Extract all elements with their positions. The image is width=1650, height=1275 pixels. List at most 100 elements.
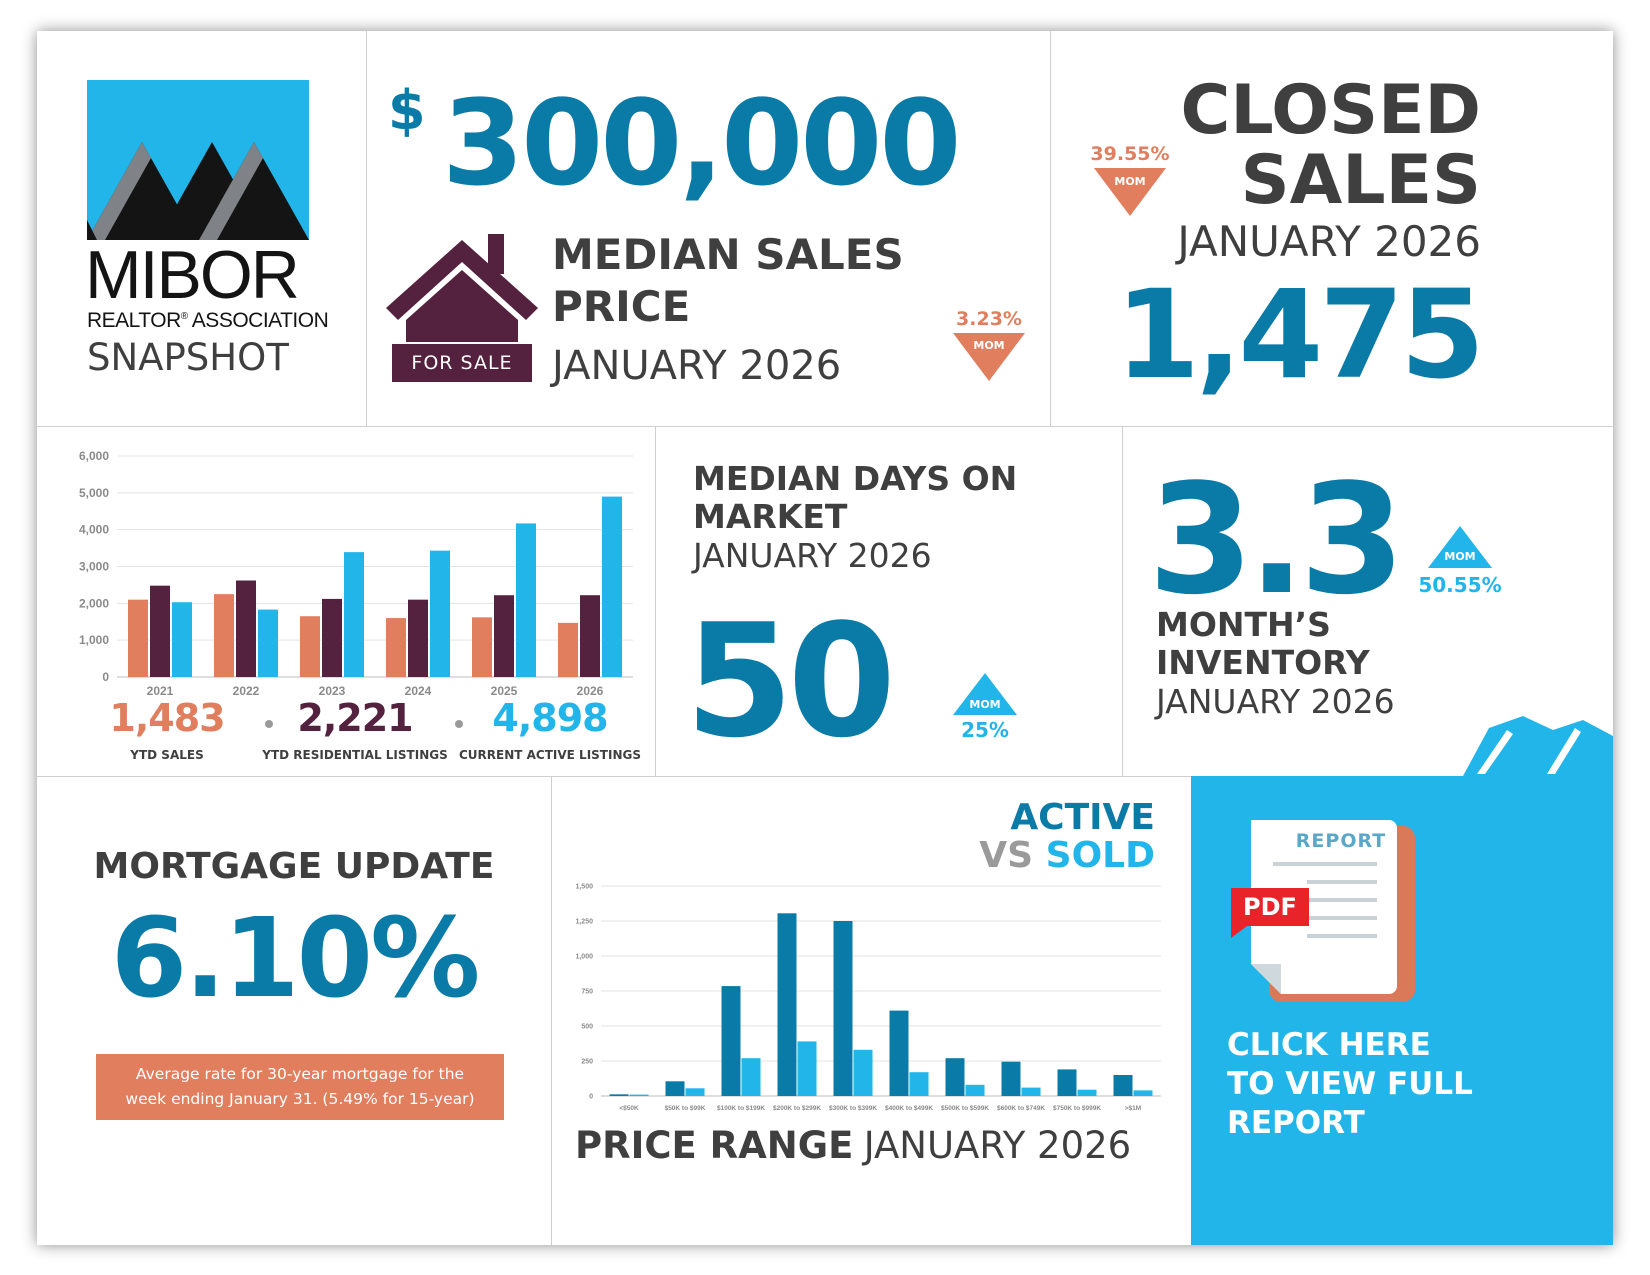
ytd-stat-label: YTD RESIDENTIAL LISTINGS — [262, 748, 448, 762]
down-triangle-icon — [953, 333, 1025, 381]
ytd-stat-label: YTD SALES — [130, 748, 204, 762]
dollar-sign: $ — [388, 79, 426, 142]
view-full-report-button[interactable]: REPORT PDF CLICK HERE TO VIEW FULL REPOR… — [1191, 776, 1613, 1245]
y-tick-label: 3,000 — [79, 560, 109, 574]
x-tick-label: $50K to $99K — [665, 1105, 706, 1112]
median-price-change: 3.23% — [956, 308, 1022, 330]
bar — [258, 609, 278, 677]
logo-wordmark: MIBOR — [85, 237, 300, 313]
bar — [1113, 1075, 1133, 1096]
median-price-panel: $ 300,000 FOR SALE MEDIAN SALES PRICE JA… — [366, 31, 1050, 426]
bar — [741, 1058, 761, 1096]
bar — [214, 594, 234, 677]
divider — [37, 426, 1613, 427]
report-cta[interactable]: CLICK HERE TO VIEW FULL REPORT — [1227, 1026, 1473, 1143]
y-tick-label: 1,000 — [575, 953, 593, 960]
ytd-stat-value: 2,221 — [297, 696, 413, 740]
median-price-date: JANUARY 2026 — [552, 343, 842, 389]
mountain-logo-icon — [87, 80, 309, 240]
bar — [1001, 1061, 1021, 1096]
x-tick-label: $400K to $499K — [885, 1105, 933, 1112]
closed-sales-date: JANUARY 2026 — [1177, 217, 1481, 266]
divider — [1122, 426, 1123, 776]
report-cta-1[interactable]: CLICK HERE — [1227, 1027, 1431, 1063]
median-price-title-1: MEDIAN SALES — [552, 230, 904, 279]
bar — [1057, 1069, 1077, 1096]
price-range-title-date: JANUARY 2026 — [863, 1124, 1132, 1167]
bar — [797, 1041, 817, 1096]
dom-value: 50 — [685, 590, 896, 772]
price-range-bar-chart: 0 250 500 750 1,000 1,250 1,500 <$50K $50K to $9… — [575, 883, 1161, 1112]
report-badge: REPORT — [1295, 830, 1387, 852]
logo-subtitle-association: ASSOCIATION — [187, 309, 329, 332]
report-cta-2[interactable]: TO VIEW FULL — [1227, 1066, 1473, 1102]
price-range-title-bold: PRICE RANGE — [575, 1124, 854, 1167]
bar — [833, 921, 853, 1096]
up-triangle-icon — [1428, 526, 1492, 568]
bar — [408, 599, 428, 677]
x-tick-label: 2021 — [147, 684, 174, 698]
pdf-label: PDF — [1243, 893, 1297, 921]
mortgage-note-1: Average rate for 30-year mortgage for th… — [135, 1065, 465, 1083]
mom-label: MOM — [1114, 175, 1146, 188]
mom-label: MOM — [969, 698, 1001, 711]
bar — [322, 598, 342, 677]
median-price-value: 300,000 — [442, 74, 961, 212]
bar — [150, 585, 170, 677]
closed-sales-title-1: CLOSED — [1180, 71, 1482, 150]
inventory-title-1: MONTH’S — [1156, 605, 1331, 644]
ytd-stat-value: 1,483 — [109, 696, 225, 740]
bar — [128, 599, 148, 677]
bar — [909, 1072, 929, 1096]
closed-sales-title-2: SALES — [1240, 141, 1481, 220]
y-tick-label: 0 — [589, 1093, 593, 1100]
closed-sales-value: 1,475 — [1115, 264, 1485, 406]
bar — [609, 1094, 629, 1096]
y-tick-label: 250 — [581, 1058, 593, 1065]
x-tick-label: >$1M — [1125, 1105, 1141, 1112]
bar — [580, 595, 600, 677]
mortgage-title: MORTGAGE UPDATE — [93, 846, 495, 887]
divider — [551, 776, 552, 1245]
logo-subtitle-mark: ® — [180, 311, 188, 322]
bar — [1021, 1087, 1041, 1096]
bar — [889, 1010, 909, 1096]
separator-dot — [265, 720, 273, 728]
pdf-report-icon — [1231, 820, 1415, 1002]
bar — [685, 1088, 705, 1096]
y-tick-label: 1,250 — [575, 918, 593, 925]
logo-subtitle-realtor: REALTOR — [87, 309, 181, 332]
ytd-stat-label: CURRENT ACTIVE LISTINGS — [459, 748, 641, 762]
median-price-title-2: PRICE — [552, 282, 691, 331]
x-tick-label: $300K to $399K — [829, 1105, 877, 1112]
sold-label: SOLD — [1045, 835, 1155, 876]
up-triangle-icon — [953, 673, 1017, 715]
bar — [965, 1084, 985, 1096]
divider — [1050, 31, 1051, 426]
bar — [386, 618, 406, 677]
inventory-change: 50.55% — [1418, 573, 1502, 597]
dom-change: 25% — [961, 718, 1009, 742]
bar — [602, 496, 622, 677]
active-label: ACTIVE — [1010, 797, 1155, 838]
days-on-market-panel: MEDIAN DAYS ON MARKET JANUARY 2026 50 MO… — [655, 426, 1122, 776]
y-tick-label: 1,500 — [575, 883, 593, 890]
for-sale-sign: FOR SALE — [411, 352, 513, 374]
bar — [558, 622, 578, 677]
inventory-date: JANUARY 2026 — [1156, 682, 1395, 721]
bar — [853, 1049, 873, 1096]
ytd-stat-value: 4,898 — [492, 696, 608, 740]
x-tick-label: 2026 — [577, 684, 604, 698]
x-tick-label: $500K to $599K — [941, 1105, 989, 1112]
mortgage-panel: MORTGAGE UPDATE 6.10% Average rate for 3… — [37, 776, 551, 1245]
inventory-title-2: INVENTORY — [1156, 643, 1370, 682]
y-tick-label: 750 — [581, 988, 593, 995]
report-cta-3[interactable]: REPORT — [1227, 1105, 1365, 1141]
logo-subtitle: REALTOR® ASSOCIATION — [87, 309, 329, 333]
bar — [665, 1081, 685, 1096]
mountain-corner-icon — [1463, 716, 1613, 776]
closed-sales-panel: CLOSED SALES JANUARY 2026 1,475 39.55% M… — [1050, 31, 1613, 426]
ytd-chart-panel: 0 1,000 2,000 3,000 4,000 5,000 6,000 2021 2022 2… — [37, 426, 655, 776]
snapshot-card: MIBOR REALTOR® ASSOCIATION SNAPSHOT $ 30… — [37, 31, 1613, 1245]
x-tick-label: $600K to $749K — [997, 1105, 1045, 1112]
